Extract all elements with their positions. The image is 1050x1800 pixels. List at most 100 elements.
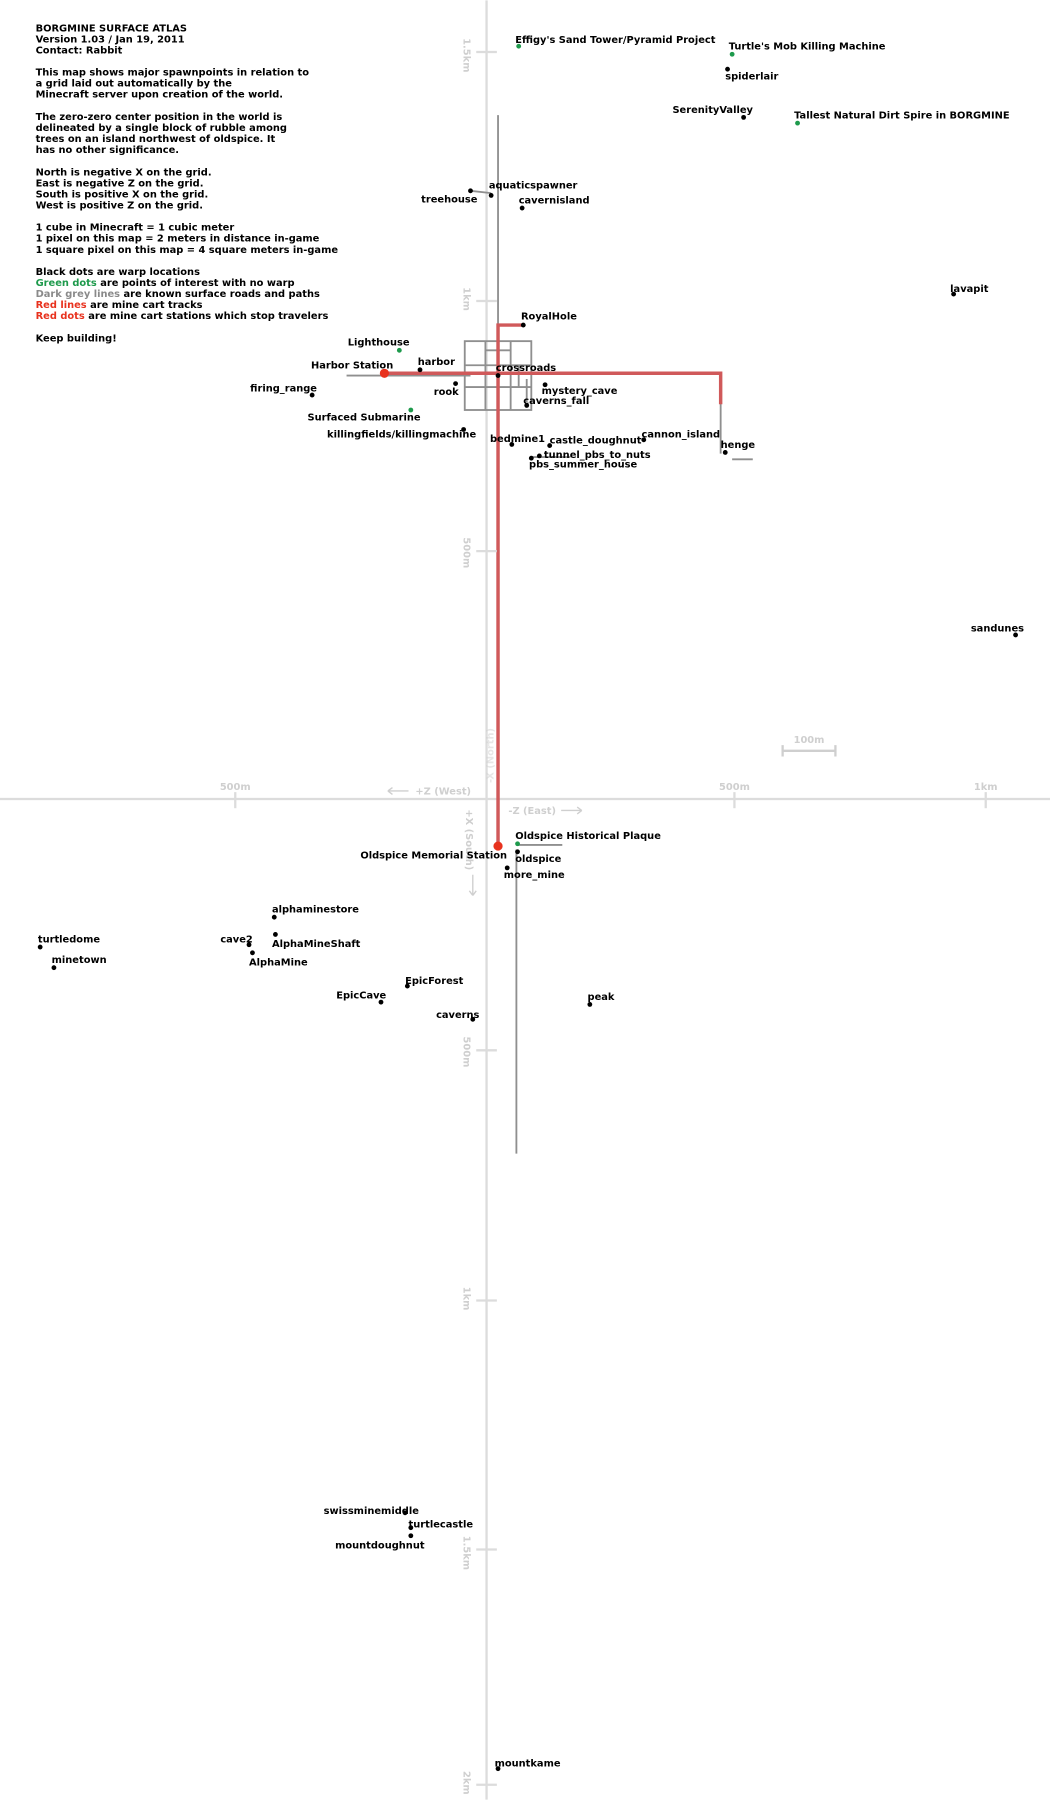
tracks — [384, 323, 723, 847]
note-line: East is negative Z on the grid. — [36, 178, 204, 189]
location-dot — [404, 983, 410, 989]
location-dot — [493, 841, 503, 851]
legend-line: Green dots are points of interest with no… — [36, 278, 295, 289]
direction-label: +Z (West) — [415, 786, 471, 797]
axis-label: 500m — [461, 537, 472, 568]
location-label: treehouse — [421, 194, 478, 205]
location-dot — [408, 407, 414, 413]
location-dot — [273, 932, 278, 937]
location-label: pbs_summer_house — [529, 459, 638, 470]
location-dot — [1013, 632, 1018, 638]
location-dot — [729, 51, 735, 57]
location-label: EpicForest — [405, 976, 464, 987]
location-label: caverns — [436, 1010, 479, 1021]
axis-label: 500m — [461, 1037, 472, 1068]
location-label: cannon_island — [641, 430, 720, 441]
location-dot — [488, 193, 494, 198]
location-dot — [951, 291, 957, 297]
axis-label: 1km — [461, 1287, 472, 1311]
location-dot — [641, 437, 647, 443]
location-dot — [408, 1533, 414, 1539]
location-label: spiderlair — [725, 72, 778, 83]
location-label: bedmine1 — [490, 434, 545, 445]
legend-line: Red dots are mine cart stations which sto… — [36, 311, 329, 322]
locations: Effigy's Sand Tower/Pyramid Project Turtl… — [37, 35, 1024, 1772]
location-label: Effigy's Sand Tower/Pyramid Project — [515, 35, 716, 46]
axis-label: 2km — [461, 1771, 472, 1795]
location-dot — [504, 865, 510, 871]
location-label: sandunes — [971, 623, 1024, 634]
note-line: 1 cube in Minecraft = 1 cubic meter — [36, 223, 235, 234]
location-label: cave2 — [220, 934, 252, 945]
location-label: Surfaced Submarine — [308, 412, 421, 423]
location-label: mountdoughnut — [335, 1540, 425, 1551]
location-dot — [741, 114, 747, 120]
note-line: Minecraft server upon creation of the wo… — [36, 90, 283, 101]
location-dot — [547, 443, 553, 448]
location-label: RoyalHole — [521, 311, 577, 322]
atlas-title: BORGMINE SURFACE ATLAS — [36, 23, 187, 34]
axis-label: 1.5km — [461, 1536, 472, 1570]
location-dot — [495, 373, 501, 378]
location-dot — [515, 849, 520, 855]
axis-label: 500m — [719, 782, 750, 793]
location-label: turtlecastle — [409, 1520, 474, 1531]
location-dot — [246, 942, 252, 948]
location-dot — [587, 1002, 593, 1007]
location-dot — [378, 999, 384, 1005]
legend-key: Red lines — [36, 300, 87, 311]
location-dot — [516, 43, 522, 49]
note-line: a grid laid out automatically by the — [36, 79, 233, 90]
direction-label: -X (North) — [485, 728, 496, 783]
note-line: delineated by a single block of rubble a… — [36, 123, 287, 134]
location-dot — [722, 450, 728, 455]
location-dot — [536, 453, 542, 459]
arrow-south — [468, 874, 477, 896]
note-line: South is positive X on the grid. — [36, 189, 209, 200]
roads — [346, 115, 753, 1154]
legend-key: Green dots — [36, 278, 97, 289]
axis-label: 500m — [220, 782, 251, 793]
location-label: aquaticspawner — [489, 181, 578, 192]
location-label: mystery_cave — [542, 386, 618, 397]
closing: Keep building! — [36, 333, 117, 344]
legend-text: are mine cart stations which stop travel… — [88, 311, 328, 322]
location-dot — [396, 347, 402, 353]
axis-label: 1km — [461, 287, 472, 311]
location-label: minetown — [52, 955, 107, 966]
location-label: more_mine — [504, 870, 565, 881]
arrow-west — [387, 786, 409, 795]
location-dot — [495, 1766, 501, 1772]
location-dot — [725, 66, 730, 72]
location-label: Lighthouse — [348, 338, 410, 349]
location-label: Turtle's Mob Killing Machine — [729, 42, 886, 53]
location-label: caverns_fall — [523, 396, 589, 407]
axis-label: 1.5km — [461, 38, 472, 72]
location-label: Oldspice Memorial Station — [360, 851, 507, 862]
location-label: EpicCave — [336, 991, 386, 1002]
legend-line: Red lines are mine cart tracks — [36, 300, 203, 311]
note-line: West is positive Z on the grid. — [36, 200, 203, 211]
location-label: harbor — [418, 357, 455, 368]
location-dot — [515, 841, 520, 847]
location-dot — [408, 1525, 414, 1531]
location-dot — [37, 944, 43, 950]
location-dot — [519, 205, 525, 211]
note-line: trees on an island northwest of oldspice… — [36, 134, 276, 145]
location-label: AlphaMineShaft — [272, 939, 361, 950]
location-dot — [520, 322, 526, 328]
location-dot — [542, 382, 548, 388]
location-dot — [453, 381, 458, 387]
legend-text: are points of interest with no warp — [100, 278, 294, 289]
direction-label: +X (South) — [463, 809, 474, 870]
location-label: alphaminestore — [272, 905, 359, 916]
location-label: peak — [588, 992, 615, 1003]
legend-key: Red dots — [36, 311, 85, 322]
location-label: lavapit — [950, 284, 989, 295]
direction-label: -Z (East) — [508, 806, 556, 817]
location-label: SerenityValley — [672, 105, 753, 116]
axis-label: 1km — [974, 782, 998, 793]
arrow-east — [561, 806, 583, 815]
